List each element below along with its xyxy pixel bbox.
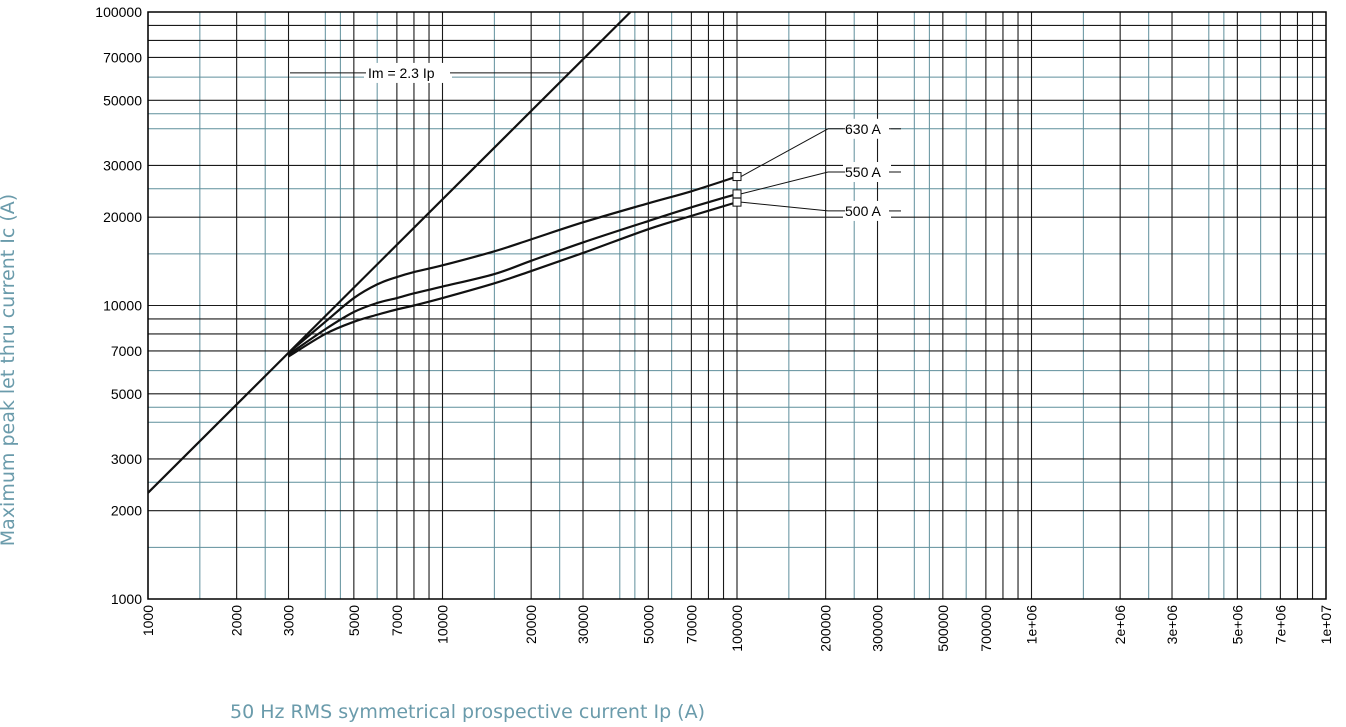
x-axis-title: 50 Hz RMS symmetrical prospective curren…	[230, 701, 705, 723]
x-tick-label: 10000	[435, 605, 451, 644]
x-tick-label: 1e+07	[1318, 605, 1334, 645]
x-tick-label: 2000	[229, 605, 245, 636]
x-tick-label: 7e+06	[1272, 605, 1288, 645]
x-tick-label: 2e+06	[1112, 605, 1128, 645]
x-tick-label: 300000	[870, 605, 886, 652]
x-tick-label: 1e+06	[1024, 605, 1040, 645]
x-tick-label: 3000	[281, 605, 297, 636]
x-tick-label: 3e+06	[1164, 605, 1180, 645]
series-line-500-a	[287, 201, 738, 358]
x-tick-label: 70000	[683, 605, 699, 644]
x-tick-label: 30000	[575, 605, 591, 644]
y-tick-label: 30000	[103, 157, 142, 173]
major-grid	[147, 11, 1327, 600]
annotation-layer: Im = 2.3 Ip 630 A 550 A 500 A	[290, 62, 901, 221]
series-line-550-a	[287, 192, 738, 356]
x-tick-label: 20000	[523, 605, 539, 644]
x-tick-label: 200000	[818, 605, 834, 652]
x-tick-label: 50000	[640, 605, 656, 644]
y-tick-label: 7000	[111, 343, 142, 359]
x-tick-label: 700000	[978, 605, 994, 652]
reference-label-bg	[364, 62, 452, 83]
series-label-bg-630-a	[843, 118, 891, 139]
y-tick-label: 5000	[111, 386, 142, 402]
x-tick-label: 1000	[140, 605, 156, 636]
x-tick-label: 7000	[389, 605, 405, 636]
series-label-bg-500-a	[843, 200, 891, 221]
series-label-leader-550-a	[740, 171, 829, 195]
series-label-500-a: 500 A	[845, 203, 881, 219]
y-tick-label: 50000	[103, 92, 142, 108]
x-tick-label: 5e+06	[1229, 605, 1245, 645]
y-tick-labels: 1000 2000 3000 5000 7000 10000 20000 30000 50000…	[95, 4, 142, 607]
series-endpoint-marker-630-a	[732, 172, 742, 182]
series-line-630-a	[287, 175, 738, 354]
reference-line-label: Im = 2.3 Ip	[368, 65, 435, 81]
series-label-630-a: 630 A	[845, 121, 881, 137]
series-line-im-2-3-ip	[148, 12, 632, 494]
x-tick-label: 5000	[346, 605, 362, 636]
y-tick-label: 2000	[111, 503, 142, 519]
series-endpoint-marker-500-a	[732, 197, 742, 207]
series-label-bg-550-a	[843, 162, 891, 183]
series-label-550-a: 550 A	[845, 164, 881, 180]
y-tick-label: 20000	[103, 209, 142, 225]
y-tick-label: 3000	[111, 451, 142, 467]
series-endpoint-marker-550-a	[732, 189, 742, 199]
y-tick-label: 1000	[111, 591, 142, 607]
y-tick-label: 10000	[103, 298, 142, 314]
y-tick-label: 100000	[95, 4, 142, 20]
y-tick-label: 70000	[103, 49, 142, 65]
series-label-leader-630-a	[740, 128, 829, 177]
x-tick-labels: 1000 2000 3000 5000 7000 10000 20000 30000 50000…	[140, 605, 1334, 652]
series-label-leader-500-a	[740, 201, 829, 212]
series-layer	[148, 12, 738, 494]
x-tick-label: 100000	[729, 605, 745, 652]
plot-frame	[147, 11, 1327, 600]
y-axis-title: Maximum peak let thru current Ic (A)	[0, 194, 19, 546]
x-tick-label: 500000	[935, 605, 951, 652]
